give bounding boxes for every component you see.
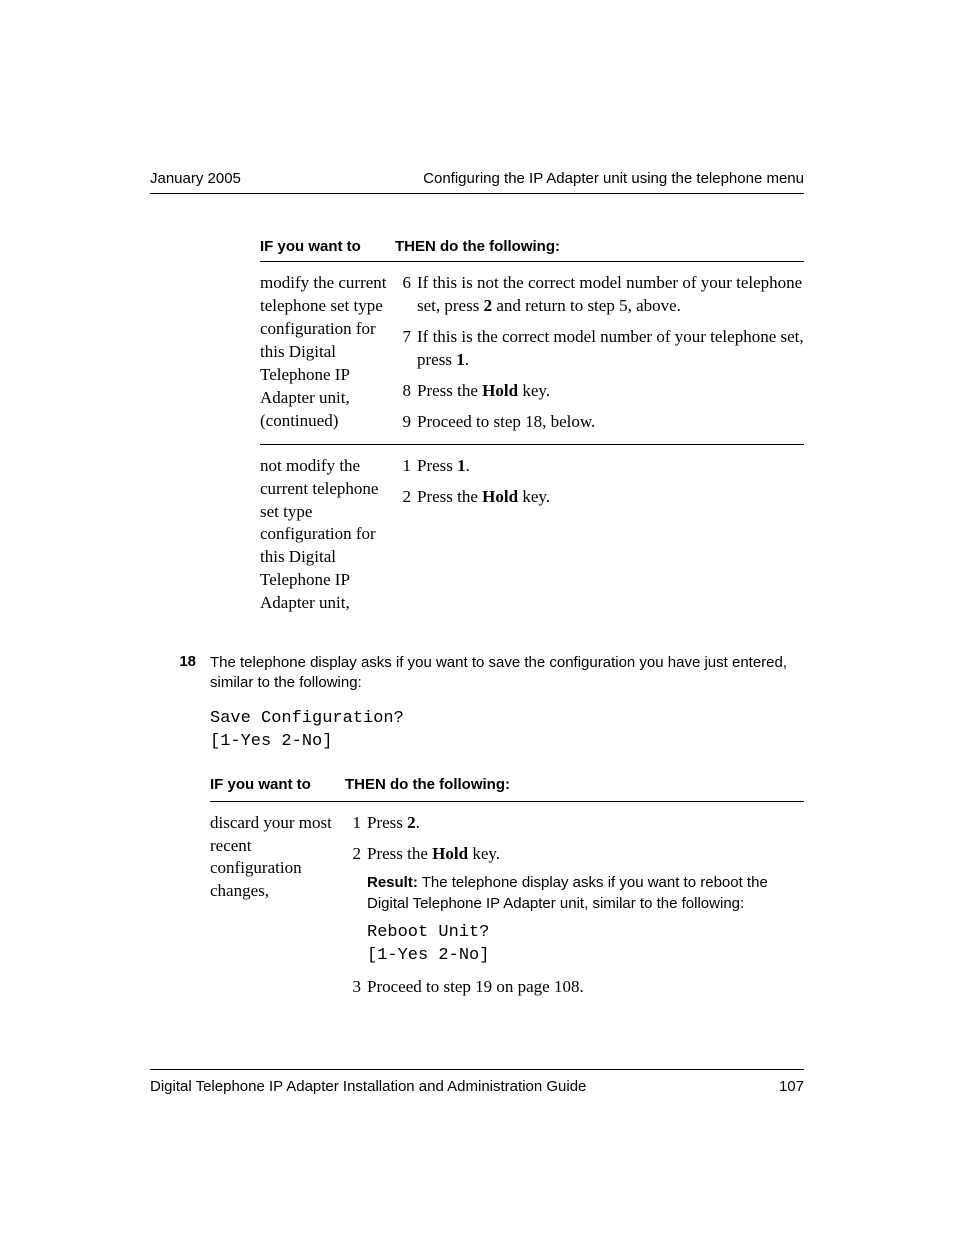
code-block-save: Save Configuration? [1-Yes 2-No] <box>210 708 804 754</box>
step-body: Press 2. <box>367 812 804 835</box>
step-number: 6 <box>395 272 411 318</box>
step-number: 3 <box>345 976 361 999</box>
step-number: 2 <box>395 486 411 509</box>
table2-step-2: 2 Press the Hold key. <box>345 843 804 866</box>
table1-row0-step-0: 6 If this is not the correct model numbe… <box>395 272 804 318</box>
table2-hdr-then: THEN do the following: <box>345 774 804 795</box>
code-line: [1-Yes 2-No] <box>367 945 804 968</box>
step-number: 9 <box>395 411 411 434</box>
table1-row0-step-1: 7 If this is the correct model number of… <box>395 326 804 372</box>
table1-row0-step-3: 9 Proceed to step 18, below. <box>395 411 804 434</box>
content-area: IF you want to THEN do the following: mo… <box>260 238 804 1009</box>
step-body: Press the Hold key. <box>367 843 804 866</box>
table2-hdr-if: IF you want to <box>210 774 345 795</box>
code-block-reboot: Reboot Unit? [1-Yes 2-No] <box>367 922 804 968</box>
table1-header: IF you want to THEN do the following: <box>260 238 804 262</box>
table1-row0-step-2: 8 Press the Hold key. <box>395 380 804 403</box>
step-number: 7 <box>395 326 411 372</box>
instruction-18: 18 The telephone display asks if you wan… <box>156 653 804 1009</box>
code-line: [1-Yes 2-No] <box>210 731 804 754</box>
code-line: Reboot Unit? <box>367 922 804 945</box>
step-number: 1 <box>395 455 411 478</box>
step-body: Proceed to step 18, below. <box>417 411 804 434</box>
page-footer: Digital Telephone IP Adapter Installatio… <box>150 1069 804 1095</box>
table2-step-3: 3 Proceed to step 19 on page 108. <box>345 976 804 999</box>
step-body: Proceed to step 19 on page 108. <box>367 976 804 999</box>
table1-row1-if: not modify the current telephone set typ… <box>260 455 395 616</box>
instruction-number: 18 <box>156 653 196 1009</box>
step-body: Press 1. <box>417 455 804 478</box>
instruction-text: The telephone display asks if you want t… <box>210 653 804 694</box>
page: January 2005 Configuring the IP Adapter … <box>0 0 954 1235</box>
step-number: 2 <box>345 843 361 866</box>
page-header: January 2005 Configuring the IP Adapter … <box>150 170 804 194</box>
table2-row0-steps: 1 Press 2. 2 Press the Hold key. Result:… <box>345 812 804 999</box>
table1-hdr-if: IF you want to <box>260 238 395 255</box>
result-body: Result: The telephone display asks if yo… <box>367 873 804 914</box>
instruction-body: The telephone display asks if you want t… <box>210 653 804 1009</box>
step-body: Press the Hold key. <box>417 486 804 509</box>
table2-row-0: discard your most recent configuration c… <box>210 802 804 1009</box>
table1-row0-steps: 6 If this is not the correct model numbe… <box>395 272 804 434</box>
step-body: Press the Hold key. <box>417 380 804 403</box>
table2-row0-if: discard your most recent configuration c… <box>210 812 345 999</box>
step-body: If this is not the correct model number … <box>417 272 804 318</box>
table1-row1-step-1: 2 Press the Hold key. <box>395 486 804 509</box>
table2-code: Reboot Unit? [1-Yes 2-No] <box>345 922 804 968</box>
table1-row1-steps: 1 Press 1. 2 Press the Hold key. <box>395 455 804 616</box>
table1-hdr-then: THEN do the following: <box>395 238 804 255</box>
table2-header: IF you want to THEN do the following: <box>210 774 804 802</box>
step-number: 8 <box>395 380 411 403</box>
header-title: Configuring the IP Adapter unit using th… <box>423 170 804 187</box>
table1-row-0: modify the current telephone set type co… <box>260 262 804 434</box>
page-number: 107 <box>779 1078 804 1095</box>
table1-row-1: not modify the current telephone set typ… <box>260 444 804 616</box>
table2-result: Result: The telephone display asks if yo… <box>345 873 804 914</box>
code-line: Save Configuration? <box>210 708 804 731</box>
step-body: If this is the correct model number of y… <box>417 326 804 372</box>
header-date: January 2005 <box>150 170 241 187</box>
table2-step-1: 1 Press 2. <box>345 812 804 835</box>
table1-row0-if: modify the current telephone set type co… <box>260 272 395 434</box>
table1-row1-step-0: 1 Press 1. <box>395 455 804 478</box>
step-number: 1 <box>345 812 361 835</box>
footer-title: Digital Telephone IP Adapter Installatio… <box>150 1078 586 1095</box>
